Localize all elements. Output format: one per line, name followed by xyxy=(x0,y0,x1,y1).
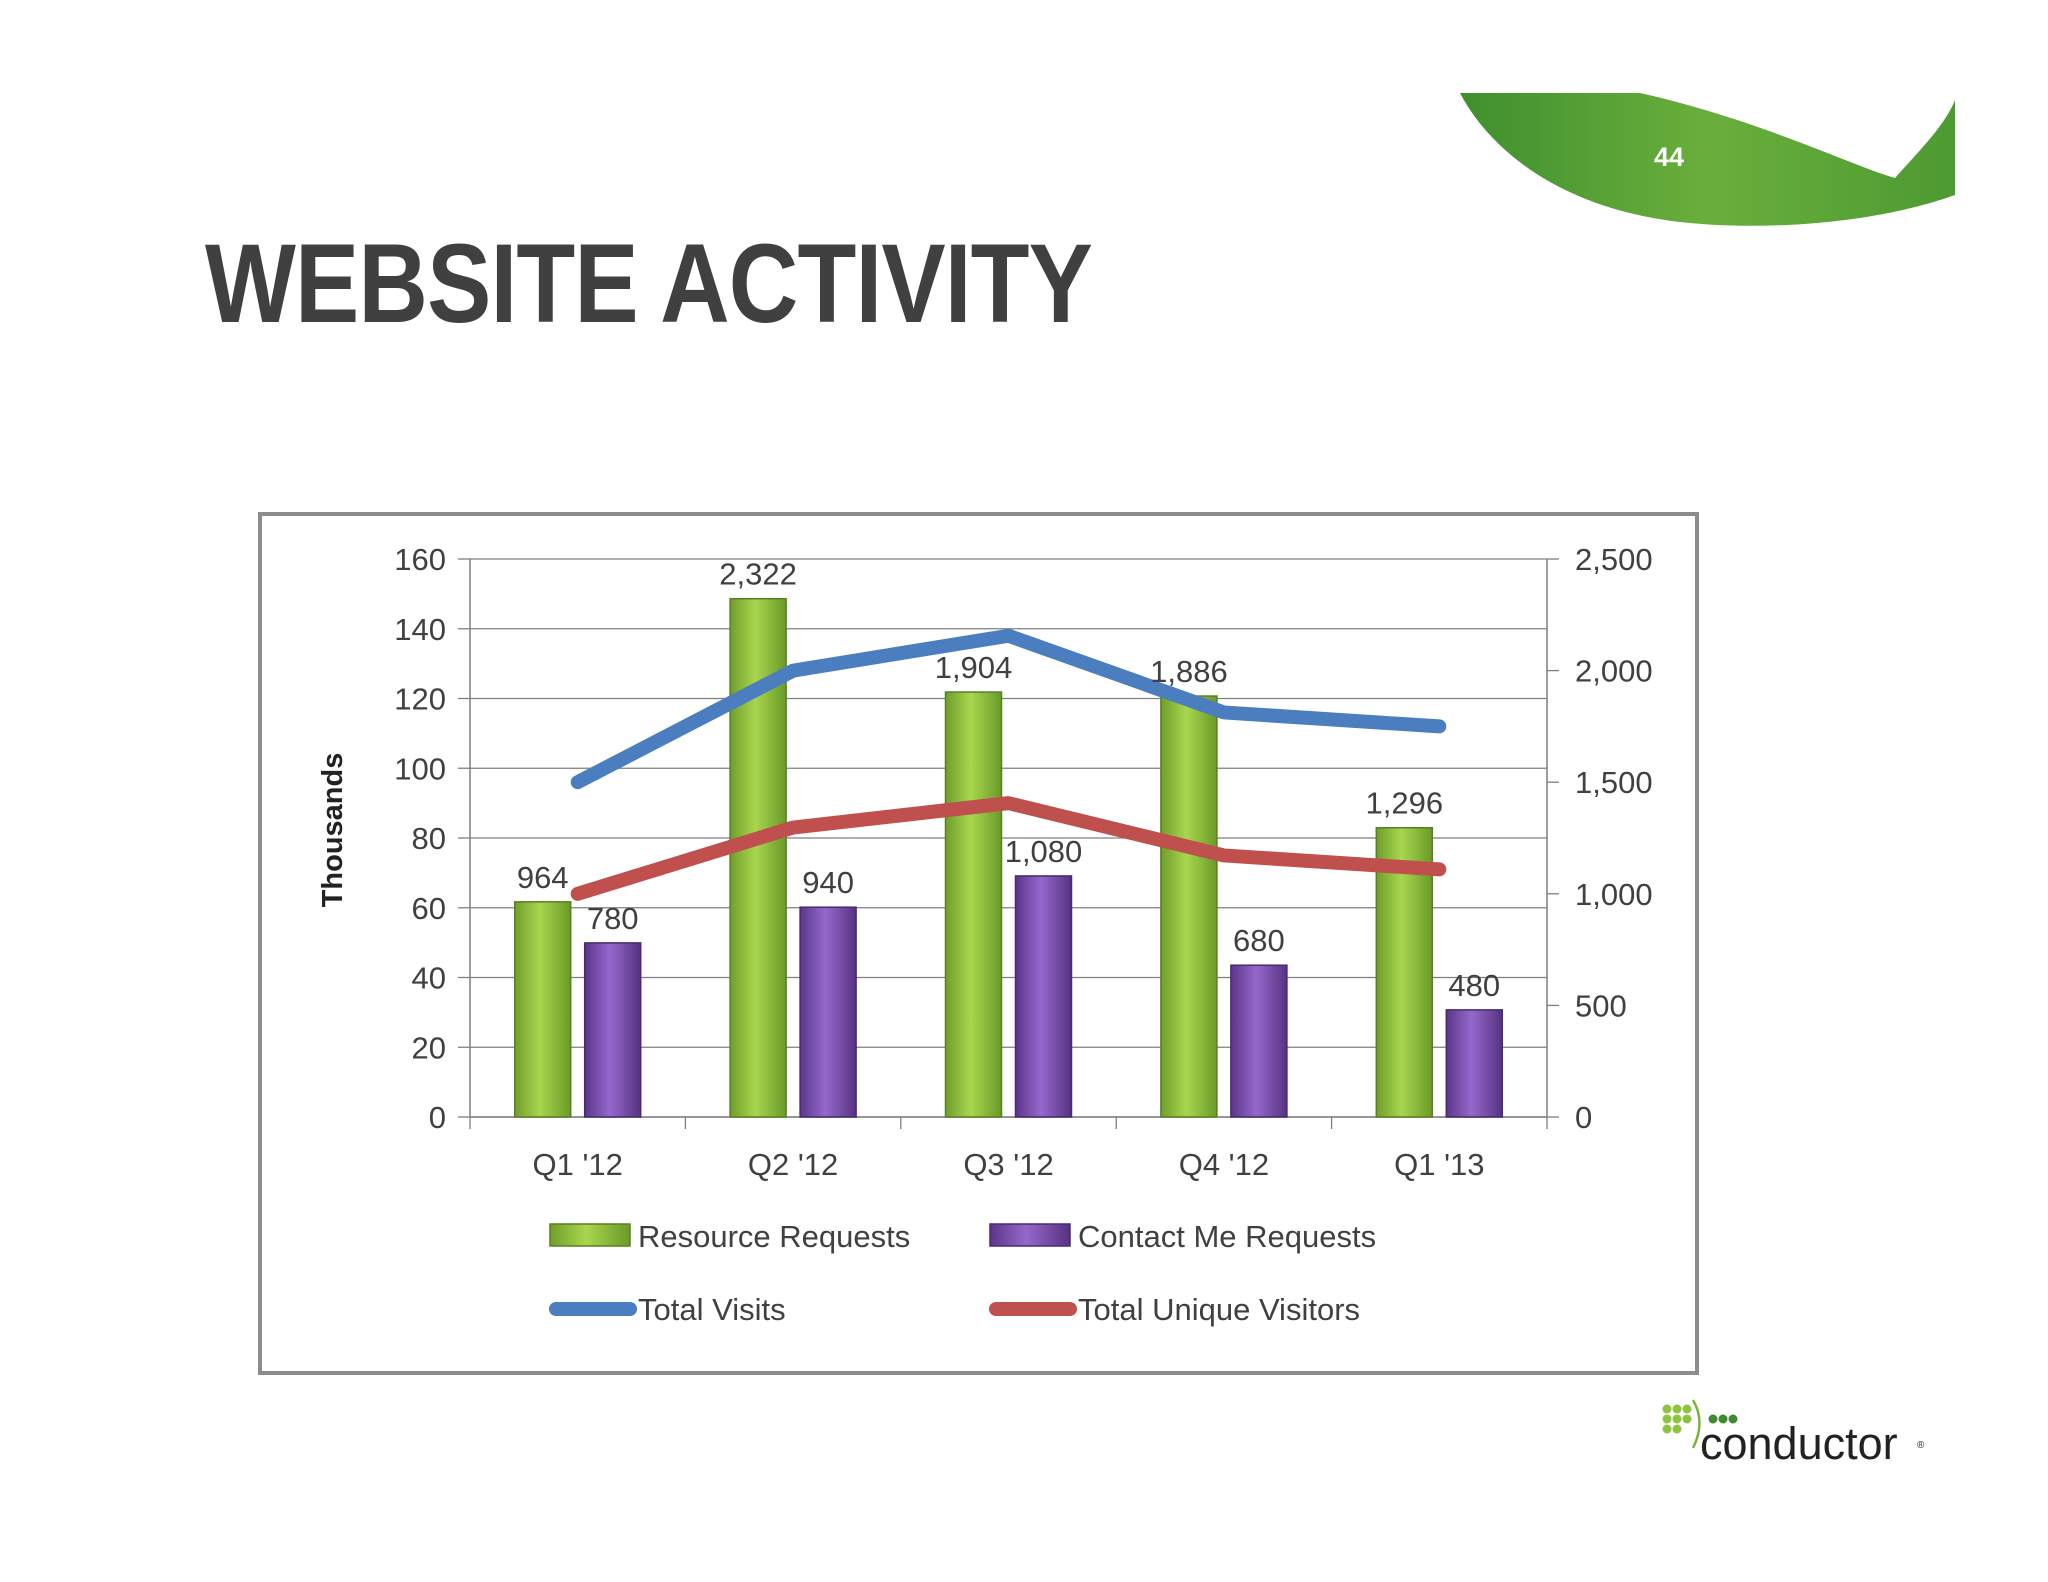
legend-item: Contact Me Requests xyxy=(989,1219,1376,1254)
right-tick-label: 2,000 xyxy=(1575,654,1653,689)
svg-text:®: ® xyxy=(1917,1440,1925,1451)
data-label: 680 xyxy=(1233,923,1285,958)
right-tick-label: 1,000 xyxy=(1575,877,1653,912)
left-tick-label: 140 xyxy=(394,612,446,647)
left-tick-label: 120 xyxy=(394,682,446,717)
line-total-visits xyxy=(570,628,1447,790)
data-label: 1,904 xyxy=(935,650,1013,685)
bar-resource-requests xyxy=(1375,826,1434,1118)
bar-resource-requests xyxy=(513,901,572,1118)
bar-contact-me-requests xyxy=(583,942,642,1118)
green-swoosh-decoration xyxy=(1460,93,1955,226)
right-tick-label: 500 xyxy=(1575,988,1627,1023)
chart-frame: 0 20 40 60 80 100 120 140 160 0 500 1,000 1,500 2,000… xyxy=(258,512,1699,1375)
legend-swatch xyxy=(549,1223,631,1247)
bars xyxy=(513,597,1504,1118)
bar-contact-me-requests xyxy=(1230,964,1288,1118)
legend-swatch xyxy=(989,1223,1071,1247)
axes: 0 20 40 60 80 100 120 140 160 0 500 1,000 1,500 2,000… xyxy=(317,542,1653,1182)
left-tick-label: 20 xyxy=(412,1030,446,1065)
y-axis-title: Thousands xyxy=(317,753,349,908)
x-tick-label: Q1 '12 xyxy=(533,1147,623,1182)
conductor-logo: conductor ® xyxy=(1660,1398,1940,1483)
data-label: 964 xyxy=(517,860,569,895)
x-tick-label: Q4 '12 xyxy=(1179,1147,1269,1182)
legend-item: Resource Requests xyxy=(549,1219,910,1254)
data-label: 1,080 xyxy=(1005,834,1083,869)
page-number: 44 xyxy=(1654,142,1685,172)
bar-resource-requests xyxy=(944,691,1003,1118)
left-tick-label: 160 xyxy=(394,542,446,577)
bar-resource-requests xyxy=(1160,695,1218,1118)
legend-label: Resource Requests xyxy=(638,1219,910,1254)
bar-contact-me-requests xyxy=(1014,875,1073,1118)
lines xyxy=(570,628,1447,901)
data-label: 1,886 xyxy=(1150,654,1228,689)
left-tick-label: 100 xyxy=(394,751,446,786)
left-tick-label: 40 xyxy=(412,961,446,996)
logo-wordmark: conductor xyxy=(1700,1418,1898,1469)
legend-item: Total Visits xyxy=(549,1292,786,1327)
conductor-logo-mark: conductor ® xyxy=(1662,1399,1925,1469)
legend-label: Total Unique Visitors xyxy=(1078,1292,1360,1327)
x-tick-label: Q3 '12 xyxy=(963,1147,1053,1182)
right-tick-label: 1,500 xyxy=(1575,765,1653,800)
left-tick-label: 60 xyxy=(412,891,446,926)
data-label: 2,322 xyxy=(719,557,797,592)
left-tick-label: 0 xyxy=(429,1100,446,1135)
right-tick-label: 0 xyxy=(1575,1100,1592,1135)
bar-contact-me-requests xyxy=(1445,1009,1504,1118)
legend-label: Total Visits xyxy=(638,1292,786,1327)
legend: Resource Requests Contact Me Requests Tota… xyxy=(549,1219,1376,1327)
line-total-unique-visitors xyxy=(570,796,1447,901)
data-label: 940 xyxy=(802,865,854,900)
data-label: 1,296 xyxy=(1366,786,1444,821)
right-tick-label: 2,500 xyxy=(1575,542,1653,577)
legend-item: Total Unique Visitors xyxy=(989,1292,1360,1327)
x-tick-label: Q2 '12 xyxy=(748,1147,838,1182)
combo-chart: 0 20 40 60 80 100 120 140 160 0 500 1,000 1,500 2,000… xyxy=(317,542,1653,1327)
data-labels: 964 2,322 1,904 1,886 1,296 780 940 1,080 680 480 xyxy=(517,557,1500,1003)
left-tick-label: 80 xyxy=(412,821,446,856)
x-tick-label: Q1 '13 xyxy=(1394,1147,1484,1182)
slide-title: WEBSITE ACTIVITY xyxy=(205,221,1093,346)
bar-contact-me-requests xyxy=(799,906,857,1118)
data-label: 780 xyxy=(587,901,639,936)
data-label: 480 xyxy=(1448,968,1500,1003)
legend-label: Contact Me Requests xyxy=(1078,1219,1376,1254)
